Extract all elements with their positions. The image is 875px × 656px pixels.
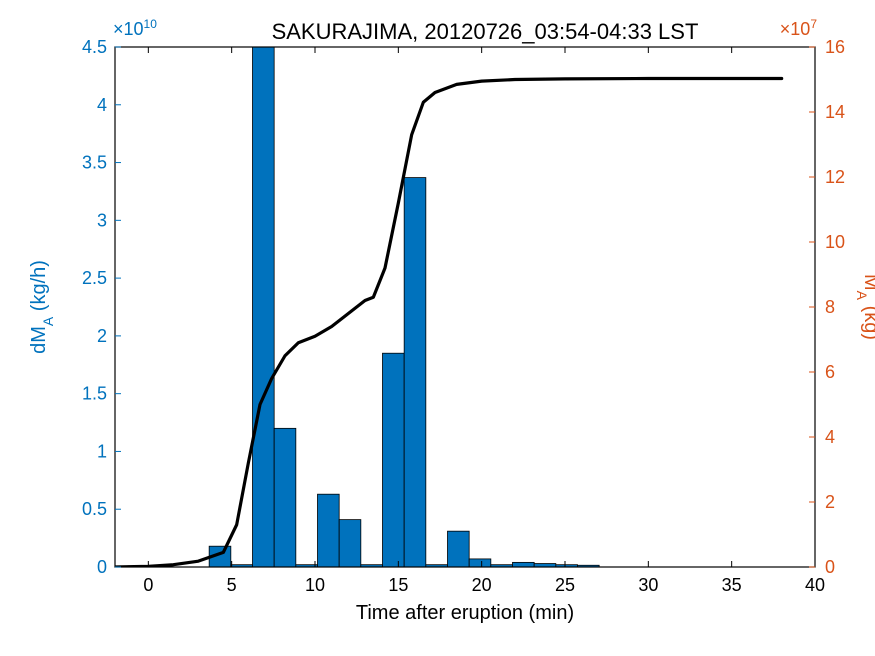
yl-tick-label: 2.5: [82, 268, 107, 288]
bar: [383, 353, 405, 567]
x-tick-label: 15: [388, 575, 408, 595]
yl-tick-label: 4.5: [82, 37, 107, 57]
yr-tick-label: 16: [825, 37, 845, 57]
bar: [448, 531, 470, 567]
bar: [513, 562, 535, 567]
yr-tick-label: 10: [825, 232, 845, 252]
yl-tick-label: 2: [97, 326, 107, 346]
yr-tick-label: 12: [825, 167, 845, 187]
bar: [404, 178, 426, 567]
x-tick-label: 20: [472, 575, 492, 595]
bar: [253, 47, 275, 567]
x-tick-label: 10: [305, 575, 325, 595]
x-tick-label: 35: [722, 575, 742, 595]
x-tick-label: 25: [555, 575, 575, 595]
yr-tick-label: 0: [825, 557, 835, 577]
bar: [274, 428, 296, 567]
yl-tick-label: 0: [97, 557, 107, 577]
yl-tick-label: 3: [97, 210, 107, 230]
bar: [469, 559, 491, 567]
x-axis-label: Time after eruption (min): [356, 602, 574, 624]
yr-tick-label: 2: [825, 492, 835, 512]
yr-tick-label: 8: [825, 297, 835, 317]
yl-tick-label: 3.5: [82, 153, 107, 173]
x-tick-label: 0: [143, 575, 153, 595]
yr-tick-label: 6: [825, 362, 835, 382]
bar: [339, 520, 361, 567]
yr-tick-label: 4: [825, 427, 835, 447]
chart-container: 0510152025303540Time after eruption (min…: [0, 0, 875, 656]
yl-tick-label: 4: [97, 95, 107, 115]
x-tick-label: 40: [805, 575, 825, 595]
x-tick-label: 30: [638, 575, 658, 595]
chart-svg: 0510152025303540Time after eruption (min…: [0, 0, 875, 656]
yr-tick-label: 14: [825, 102, 845, 122]
yl-tick-label: 1: [97, 441, 107, 461]
chart-title: SAKURAJIMA, 20120726_03:54-04:33 LST: [272, 19, 699, 44]
bar: [318, 494, 340, 567]
yl-tick-label: 0.5: [82, 499, 107, 519]
x-tick-label: 5: [227, 575, 237, 595]
yl-tick-label: 1.5: [82, 384, 107, 404]
